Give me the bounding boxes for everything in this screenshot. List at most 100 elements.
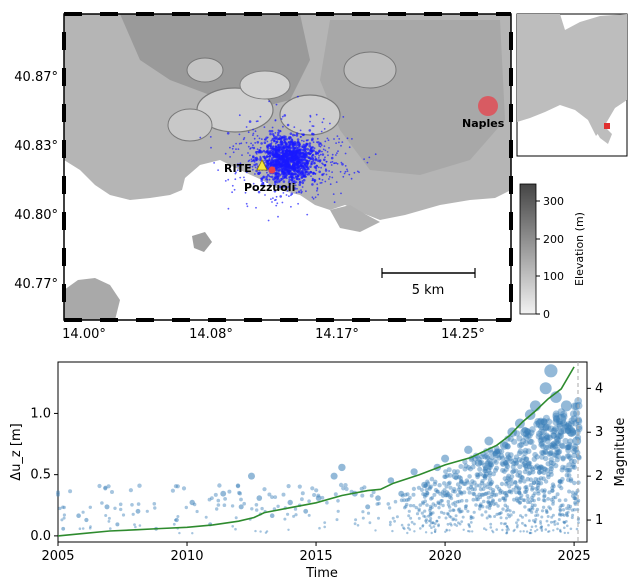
seismic-event: [302, 154, 306, 158]
seismic-event: [245, 171, 248, 174]
scatter-point: [472, 487, 477, 492]
seismic-event: [331, 171, 333, 174]
frame-dash: [509, 176, 513, 194]
scatter-point: [423, 483, 429, 488]
seismic-event: [288, 195, 290, 198]
scatter-point: [254, 503, 259, 507]
scatter-point: [532, 451, 538, 458]
seismic-event: [282, 125, 284, 128]
scatter-point: [545, 472, 551, 477]
scatter-point: [457, 521, 460, 525]
colorbar-tick-label: 200: [543, 233, 564, 246]
seismic-event: [274, 151, 276, 154]
scatter-point: [517, 448, 524, 455]
seismic-event: [285, 164, 289, 167]
scatter-point: [502, 491, 507, 496]
scatter-point: [486, 468, 492, 474]
scatter-point: [486, 464, 492, 470]
frame-dash: [62, 68, 66, 86]
seismic-event: [266, 173, 270, 177]
scatter-point: [536, 481, 541, 486]
scatter-point: [445, 529, 449, 532]
seismic-event: [323, 172, 325, 175]
scatter-point: [512, 457, 518, 463]
scatter-point: [504, 443, 511, 450]
seismic-event: [264, 151, 268, 154]
scatter-point: [478, 504, 483, 508]
scatter-point: [478, 507, 482, 511]
scatter-point: [574, 491, 578, 496]
scatter-point: [489, 454, 495, 461]
scatter-point: [552, 443, 559, 450]
scatter-point: [58, 506, 62, 511]
seismic-event: [262, 149, 266, 153]
scatter-point: [537, 470, 542, 475]
scatter-point: [356, 524, 360, 527]
scatter-point: [565, 421, 573, 428]
scatter-point: [227, 489, 232, 494]
scatter-point: [557, 408, 565, 416]
seismic-event: [310, 138, 314, 142]
scatter-point: [548, 530, 551, 533]
scatter-point: [471, 497, 476, 502]
scatter-point: [88, 505, 93, 509]
seismic-event: [287, 156, 290, 159]
scatter-point: [386, 502, 391, 506]
scatter-point: [477, 466, 483, 472]
scatter-point: [483, 468, 489, 474]
scatter-point: [234, 527, 237, 531]
seismic-event: [318, 143, 320, 146]
scatter-point: [471, 460, 477, 466]
seismic-event: [272, 165, 275, 167]
scatter-point: [107, 516, 111, 520]
seismic-event: [336, 152, 338, 155]
seismic-event: [267, 188, 270, 190]
scatter-point: [499, 455, 506, 461]
seismic-event: [315, 169, 318, 172]
seismic-event: [263, 141, 267, 144]
seismic-event: [374, 153, 377, 156]
seismic-event: [317, 193, 319, 196]
scatter-point: [566, 424, 573, 432]
scatter-point: [575, 417, 583, 425]
seismic-event: [317, 166, 320, 169]
crater: [186, 57, 224, 83]
seismic-event: [258, 152, 260, 154]
scatter-point: [468, 525, 472, 529]
seismic-event: [199, 136, 202, 139]
scatter-point: [440, 499, 444, 503]
seismic-event: [282, 147, 285, 150]
scatter-point: [573, 502, 578, 506]
scatter-point: [546, 474, 551, 480]
scatter-point: [518, 477, 523, 483]
scatter-point: [523, 456, 530, 462]
scatter-point: [499, 516, 503, 520]
seismic-event: [217, 169, 220, 172]
seismic-event: [229, 156, 232, 158]
seismic-event: [275, 204, 278, 207]
scatter-point: [533, 520, 537, 524]
frame-dash: [424, 318, 442, 322]
seismic-event: [298, 171, 302, 175]
scatter-point: [527, 460, 533, 466]
scatter-point: [566, 427, 577, 438]
scatter-point: [548, 507, 553, 511]
seismic-event: [241, 154, 243, 157]
seismic-event: [266, 147, 270, 150]
seismic-event: [284, 167, 287, 170]
seismic-event: [296, 151, 299, 154]
frame-dash: [509, 140, 513, 158]
seismic-event: [262, 183, 265, 186]
seismic-event: [281, 168, 284, 171]
seismic-event: [294, 134, 296, 137]
scatter-point: [554, 432, 561, 439]
scatter-point: [517, 464, 523, 470]
seismic-event: [275, 150, 278, 153]
scatter-point: [469, 515, 473, 518]
scatter-point: [566, 453, 572, 459]
scatter-point: [502, 469, 507, 474]
seismic-event: [227, 207, 230, 210]
scatter-point: [343, 483, 348, 488]
scatter-point: [469, 517, 473, 521]
scatter-point: [573, 447, 579, 453]
